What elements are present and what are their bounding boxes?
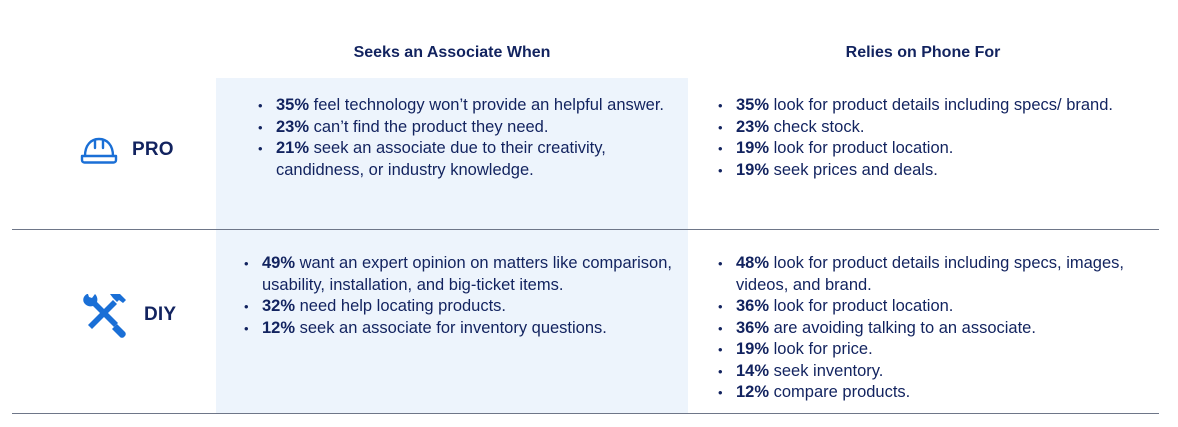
bottom-divider [12, 413, 1159, 414]
list-item: 12% seek an associate for inventory ques… [242, 318, 672, 340]
list-item: 14% seek inventory. [716, 361, 1146, 383]
list-item: 48% look for product details including s… [716, 253, 1146, 296]
list-item: 36% are avoiding talking to an associate… [716, 318, 1146, 340]
list-item: 36% look for product location. [716, 296, 1146, 318]
associate-column-header: Seeks an Associate When [353, 44, 551, 61]
diy-phone-list: 48% look for product details including s… [716, 253, 1146, 404]
list-item: 32% need help locating products. [242, 296, 672, 318]
list-item: 19% seek prices and deals. [716, 160, 1146, 182]
list-item: 12% compare products. [716, 382, 1146, 404]
list-item: 35% look for product details including s… [716, 95, 1146, 117]
row-divider [12, 229, 1159, 230]
list-item: 21% seek an associate due to their creat… [256, 138, 676, 181]
segment-pro: PRO [80, 134, 174, 166]
list-item: 49% want an expert opinion on matters li… [242, 253, 672, 296]
crossed-tools-icon [80, 290, 130, 340]
list-item: 23% can’t find the product they need. [256, 117, 676, 139]
diy-associate-list: 49% want an expert opinion on matters li… [242, 253, 672, 339]
segment-label-pro: PRO [132, 139, 174, 160]
pro-associate-list: 35% feel technology won’t provide an hel… [256, 95, 676, 181]
segment-diy: DIY [80, 290, 176, 340]
list-item: 19% look for price. [716, 339, 1146, 361]
list-item: 35% feel technology won’t provide an hel… [256, 95, 676, 117]
list-item: 23% check stock. [716, 117, 1146, 139]
hard-hat-icon [80, 134, 118, 166]
segment-label-diy: DIY [144, 304, 177, 325]
phone-column-header: Relies on Phone For [845, 44, 1001, 61]
pro-phone-list: 35% look for product details including s… [716, 95, 1146, 181]
list-item: 19% look for product location. [716, 138, 1146, 160]
